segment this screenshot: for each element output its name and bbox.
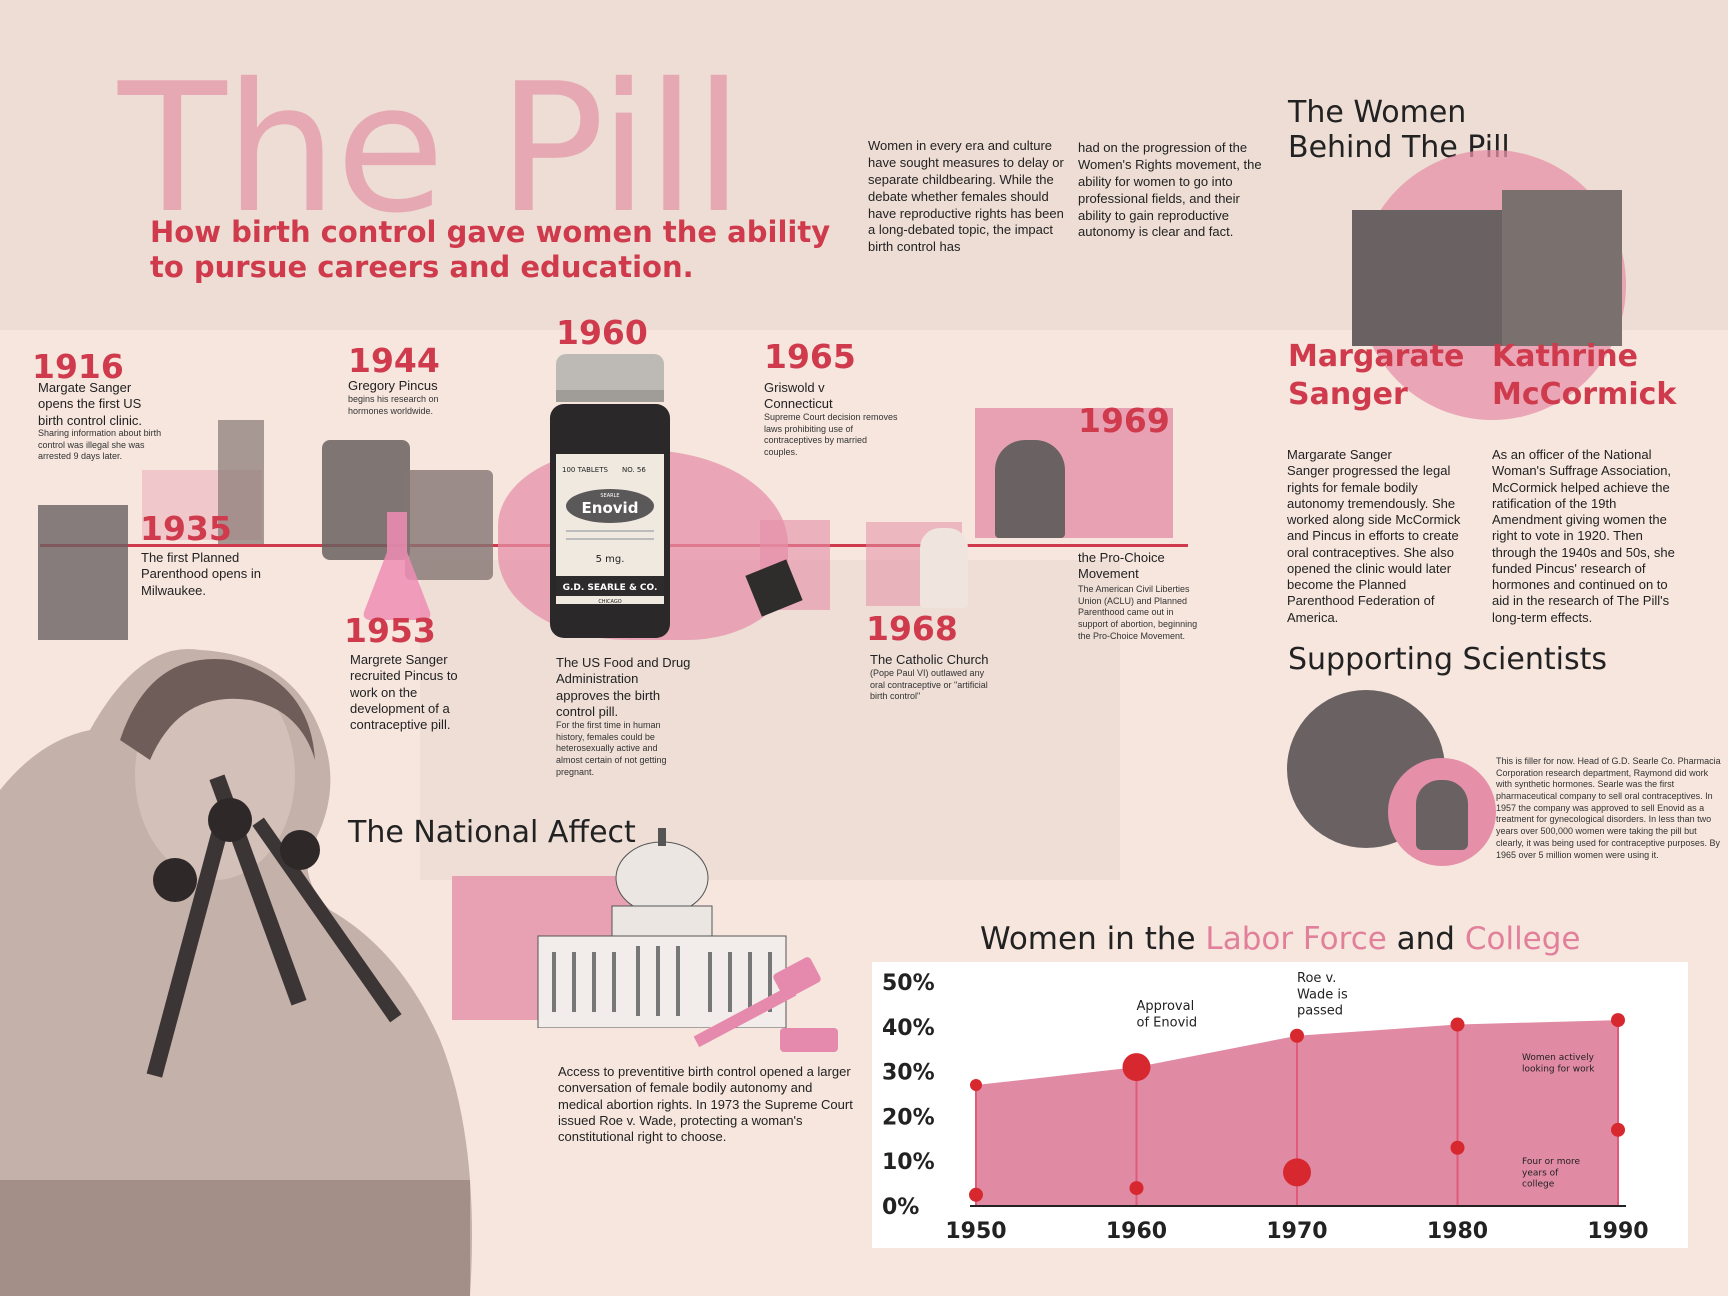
sign-holder-photo (218, 420, 264, 544)
mccormick-name: Kathrine McCormick (1492, 339, 1677, 412)
year-1916: 1916 (32, 347, 124, 386)
enovid-bottle: 100 TABLETS NO. 56 SEARLE Enovid 5 mg. G… (550, 354, 670, 638)
event-1935-title: The first Planned Parenthood opens in Mi… (141, 550, 261, 598)
event-1960-body: For the first time in human history, fem… (556, 720, 667, 777)
year-1969: 1969 (1078, 401, 1170, 440)
x-tick-label-3: 1980 (1427, 1219, 1488, 1244)
y-tick-label-1: 10% (882, 1150, 935, 1175)
college-point-3 (1450, 1140, 1465, 1155)
national-affect-heading: The National Affect (348, 815, 636, 850)
year-1953: 1953 (344, 611, 436, 650)
annotation-roe-v-wade: Roe v. Wade is passed (1297, 971, 1348, 1019)
bottle-count-label: 100 TABLETS (562, 466, 609, 474)
photo-scientist-portrait (1416, 780, 1468, 850)
labor-force-point-4 (1611, 1013, 1625, 1028)
bottle-searle-small: SEARLE (600, 493, 619, 499)
page-title: The Pill (118, 45, 743, 252)
photo-margarate-sanger (1352, 210, 1502, 346)
college-point-0 (969, 1187, 983, 1202)
flask-icon (363, 512, 431, 620)
x-tick-label-4: 1990 (1587, 1219, 1648, 1244)
event-1944-title: Gregory Pincus (348, 378, 438, 393)
sanger-bio: Margarate Sanger Sanger progressed the l… (1287, 447, 1461, 625)
bottle-city: CHICAGO (598, 599, 621, 605)
x-tick-label-1: 1960 (1106, 1219, 1167, 1244)
college-point-4 (1611, 1122, 1625, 1137)
chart-title-college: College (1464, 921, 1581, 957)
chart-panel: 0% 10% 20% 30% 40% 50% 1950 1960 1970 1980 1990 Wom… (872, 962, 1688, 1248)
college-point-1 (1129, 1181, 1144, 1196)
year-1935: 1935 (140, 509, 232, 548)
chart-title-part-1: Women in the (980, 921, 1206, 957)
event-1965-title: Griswold v Connecticut (764, 380, 833, 412)
supporting-scientists-heading: Supporting Scientists (1288, 642, 1607, 677)
annotation-enovid: Approval of Enovid (1137, 999, 1198, 1030)
labor-college-chart: 0% 10% 20% 30% 40% 50% 1950 1960 1970 1980 1990 Wom… (882, 971, 1649, 1244)
y-tick-label-5: 50% (882, 971, 935, 996)
year-1944: 1944 (348, 341, 440, 380)
scientists-body: This is filler for now. Head of G.D. Sea… (1496, 756, 1721, 860)
series-label-college: Four or more years of college (1522, 1157, 1580, 1190)
y-tick-label-0: 0% (882, 1195, 919, 1220)
event-1969-title: the Pro-Choice Movement (1078, 550, 1165, 582)
labor-force-point-2 (1290, 1028, 1304, 1043)
gavel-icon (693, 957, 838, 1052)
y-tick-label-4: 40% (882, 1016, 935, 1041)
pope-photo (920, 528, 968, 608)
event-1969-body: The American Civil Liberties Union (ACLU… (1078, 584, 1198, 641)
year-1968: 1968 (866, 609, 958, 648)
series-label-labor-force: Women actively looking for work (1522, 1053, 1595, 1074)
year-1960: 1960 (556, 313, 648, 352)
labor-force-point-3 (1450, 1017, 1465, 1032)
chart-title: Women in the Labor Force and College (980, 921, 1581, 958)
intro-column-2: had on the progression of the Women's Ri… (1078, 140, 1262, 240)
bottle-dose: 5 mg. (596, 554, 625, 565)
college-point-2 (1283, 1158, 1311, 1187)
photo-sanger-clinic (38, 505, 128, 640)
megaphone-woman-photo (995, 440, 1065, 538)
intro-column-1: Women in every era and culture have soug… (868, 138, 1064, 255)
y-tick-label-2: 20% (882, 1105, 935, 1130)
photo-kathrine-mccormick (1502, 190, 1622, 346)
event-1960-title: The US Food and Drug Administration appr… (556, 655, 691, 719)
photo-sanger-portrait (405, 470, 493, 580)
event-1916-body: Sharing information about birth control … (38, 428, 162, 462)
event-1968-body: (Pope Paul VI) outlawed any oral contrac… (870, 668, 988, 702)
national-affect-body: Access to preventitive birth control ope… (558, 1064, 853, 1144)
chart-title-part-3: and (1386, 921, 1465, 957)
event-1944-body: begins his research on hormones worldwid… (348, 394, 439, 416)
mccormick-bio: As an officer of the National Woman's Su… (1492, 447, 1675, 625)
y-tick-label-3: 30% (882, 1061, 935, 1086)
chart-title-labor-force: Labor Force (1205, 921, 1387, 957)
speaker-photo (0, 649, 472, 1296)
page-subtitle: How birth control gave women the ability… (150, 215, 831, 284)
event-1965-body: Supreme Court decision removes laws proh… (764, 412, 898, 458)
x-tick-label-0: 1950 (945, 1219, 1006, 1244)
bottle-brand: Enovid (582, 499, 639, 517)
bottle-maker: G.D. SEARLE & CO. (563, 583, 658, 593)
event-1968-title: The Catholic Church (870, 652, 989, 667)
event-1953-title: Margrete Sanger recruited Pincus to work… (350, 652, 458, 732)
year-1965: 1965 (764, 337, 856, 376)
labor-force-point-0 (970, 1079, 982, 1092)
labor-force-point-1 (1122, 1053, 1151, 1082)
sanger-name: Margarate Sanger (1288, 339, 1465, 412)
event-1916-title: Margate Sanger opens the first US birth … (38, 380, 143, 428)
x-tick-label-2: 1970 (1266, 1219, 1327, 1244)
bottle-number-label: NO. 56 (622, 466, 646, 474)
